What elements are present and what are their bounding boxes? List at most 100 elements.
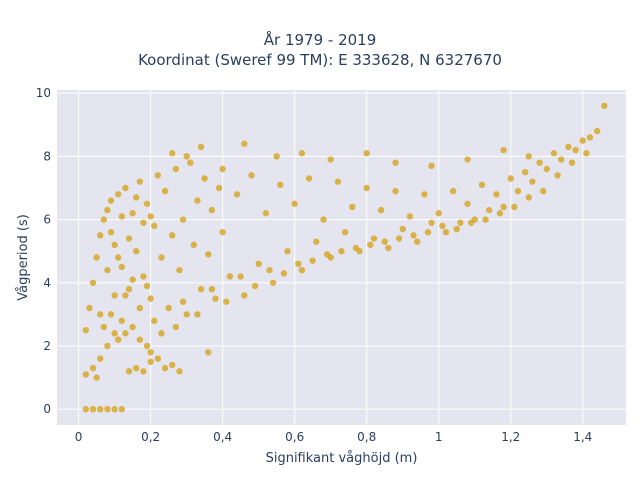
data-point: [424, 229, 432, 236]
data-point: [97, 311, 104, 318]
data-point: [205, 349, 212, 356]
data-point: [525, 153, 532, 160]
data-point: [370, 235, 378, 242]
data-point: [428, 162, 435, 170]
data-point: [514, 187, 522, 195]
data-point: [115, 254, 122, 261]
data-point: [154, 355, 162, 362]
data-point: [309, 257, 316, 264]
data-point: [97, 355, 104, 362]
data-point: [176, 266, 183, 274]
y-tick-label: 4: [43, 276, 51, 290]
data-point: [183, 153, 190, 160]
data-point: [147, 349, 154, 356]
data-point: [367, 241, 374, 249]
data-point: [205, 251, 212, 258]
chart-title-line-1: År 1979 - 2019: [263, 31, 377, 49]
y-tick-label: 6: [43, 213, 51, 227]
data-point: [82, 326, 90, 334]
data-point: [147, 295, 154, 302]
plot-area: [57, 90, 626, 425]
data-point: [529, 178, 536, 185]
data-point: [323, 251, 331, 258]
data-point: [525, 194, 532, 201]
data-point: [313, 238, 320, 245]
data-point: [136, 178, 144, 185]
data-point: [151, 317, 158, 324]
data-point: [165, 304, 172, 312]
data-point: [539, 187, 547, 195]
data-point: [197, 285, 205, 293]
x-tick-label: 1,4: [573, 430, 592, 444]
data-point: [104, 342, 111, 350]
data-point: [435, 210, 442, 217]
data-point: [262, 210, 270, 217]
data-point: [521, 168, 529, 176]
data-point: [565, 143, 572, 151]
data-point: [248, 172, 255, 179]
data-point: [97, 232, 104, 239]
data-point: [111, 330, 118, 337]
y-tick-label: 0: [43, 402, 51, 416]
data-point: [557, 156, 565, 163]
data-point: [338, 247, 345, 255]
data-point: [140, 273, 147, 280]
x-tick-label: 0,2: [141, 430, 160, 444]
data-point: [385, 244, 392, 252]
x-axis-ticks: 0 0,2 0,4 0,6 0,8 1 1,2 1,4: [75, 430, 593, 444]
data-point: [413, 238, 421, 245]
y-axis-ticks: 0 2 4 6 8 10: [36, 86, 51, 416]
data-point: [208, 285, 216, 293]
data-point: [334, 178, 342, 185]
data-point: [442, 229, 450, 236]
data-point: [266, 266, 273, 274]
data-point: [428, 219, 435, 226]
data-point: [133, 247, 140, 255]
data-point: [482, 216, 489, 223]
data-point: [421, 191, 428, 198]
data-point: [147, 358, 154, 365]
data-point: [86, 304, 93, 312]
data-point: [291, 200, 298, 207]
data-point: [277, 181, 284, 189]
data-point: [89, 279, 97, 286]
data-point: [485, 206, 493, 214]
data-point: [255, 260, 262, 268]
data-point: [241, 292, 248, 299]
data-point: [179, 216, 187, 223]
data-point: [464, 200, 471, 207]
data-point: [93, 254, 100, 261]
data-point: [305, 175, 313, 182]
data-point: [208, 206, 216, 214]
data-point: [572, 146, 579, 154]
data-point: [111, 405, 118, 413]
x-tick-label: 0,8: [357, 430, 376, 444]
data-point: [219, 165, 226, 173]
data-point: [118, 405, 126, 413]
data-point: [392, 187, 399, 195]
data-point: [107, 197, 115, 204]
data-point: [536, 159, 543, 166]
data-point: [111, 292, 118, 299]
data-point: [93, 374, 100, 381]
data-point: [223, 298, 230, 305]
data-point: [82, 405, 90, 413]
data-point: [161, 187, 169, 195]
data-point: [194, 197, 201, 204]
x-axis-title: Signifikant våghöjd (m): [266, 451, 418, 466]
data-point: [129, 276, 136, 283]
data-point: [449, 187, 457, 195]
data-point: [100, 323, 108, 331]
data-point: [104, 206, 111, 214]
data-point: [237, 273, 244, 280]
data-point: [104, 405, 111, 413]
data-point: [586, 134, 594, 141]
data-point: [511, 203, 518, 211]
data-point: [111, 241, 118, 249]
grid-lines: [57, 90, 626, 425]
data-point: [107, 311, 115, 318]
data-point: [212, 295, 219, 302]
data-point: [136, 336, 144, 343]
data-point: [269, 279, 277, 286]
x-tick-label: 1,2: [501, 430, 520, 444]
